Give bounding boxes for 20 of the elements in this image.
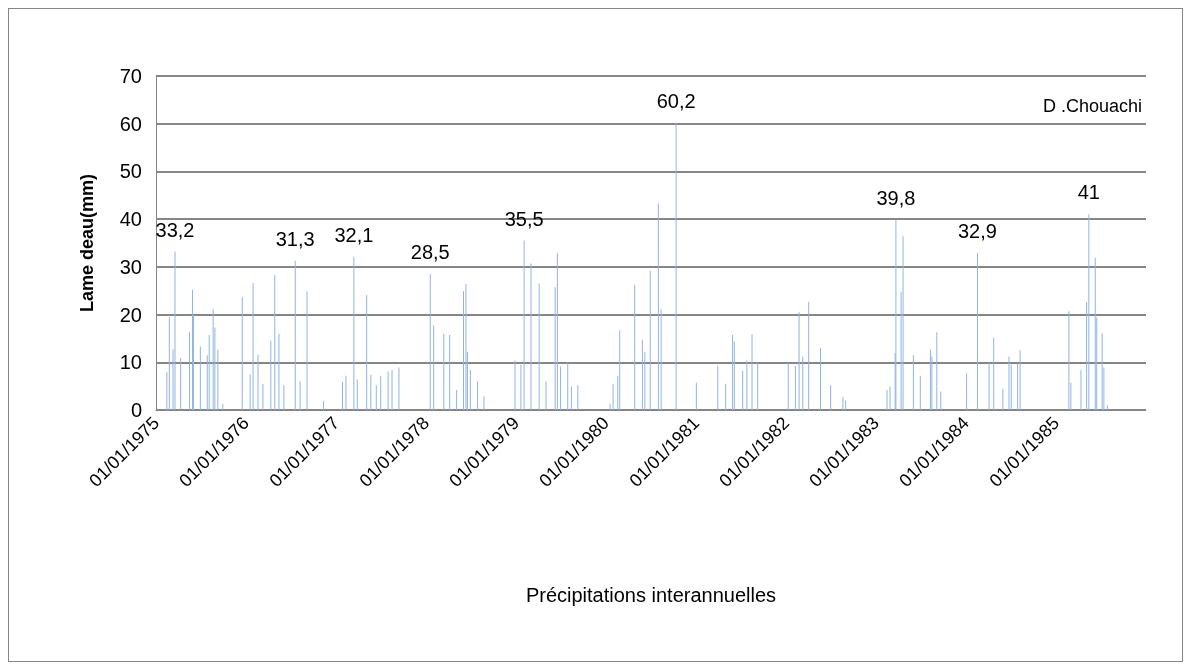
data-label: 33,2 bbox=[155, 218, 195, 241]
y-tick-label: 0 bbox=[130, 399, 142, 421]
data-label: 39,8 bbox=[876, 187, 916, 210]
x-axis-title: Précipitations interannuelles bbox=[525, 584, 777, 606]
y-tick-label: 40 bbox=[119, 208, 142, 231]
y-tick-label: 60 bbox=[119, 112, 142, 135]
y-axis-title: Lame deau(mm) bbox=[77, 173, 97, 313]
annotation: D .Chouachi bbox=[1042, 96, 1143, 116]
data-label: 31,3 bbox=[275, 227, 315, 250]
data-label: 32,1 bbox=[334, 223, 374, 246]
y-tick-label: 10 bbox=[119, 351, 142, 374]
data-label: 32,9 bbox=[958, 220, 997, 243]
y-tick-label: 50 bbox=[119, 160, 142, 183]
data-label: 35,5 bbox=[504, 207, 544, 230]
y-tick-label: 30 bbox=[119, 255, 142, 278]
data-label: 28,5 bbox=[410, 241, 450, 264]
data-label: 60,2 bbox=[656, 89, 696, 112]
y-tick-label: 20 bbox=[119, 303, 142, 326]
y-tick-label: 70 bbox=[119, 65, 142, 87]
data-label: 41 bbox=[1077, 181, 1100, 204]
